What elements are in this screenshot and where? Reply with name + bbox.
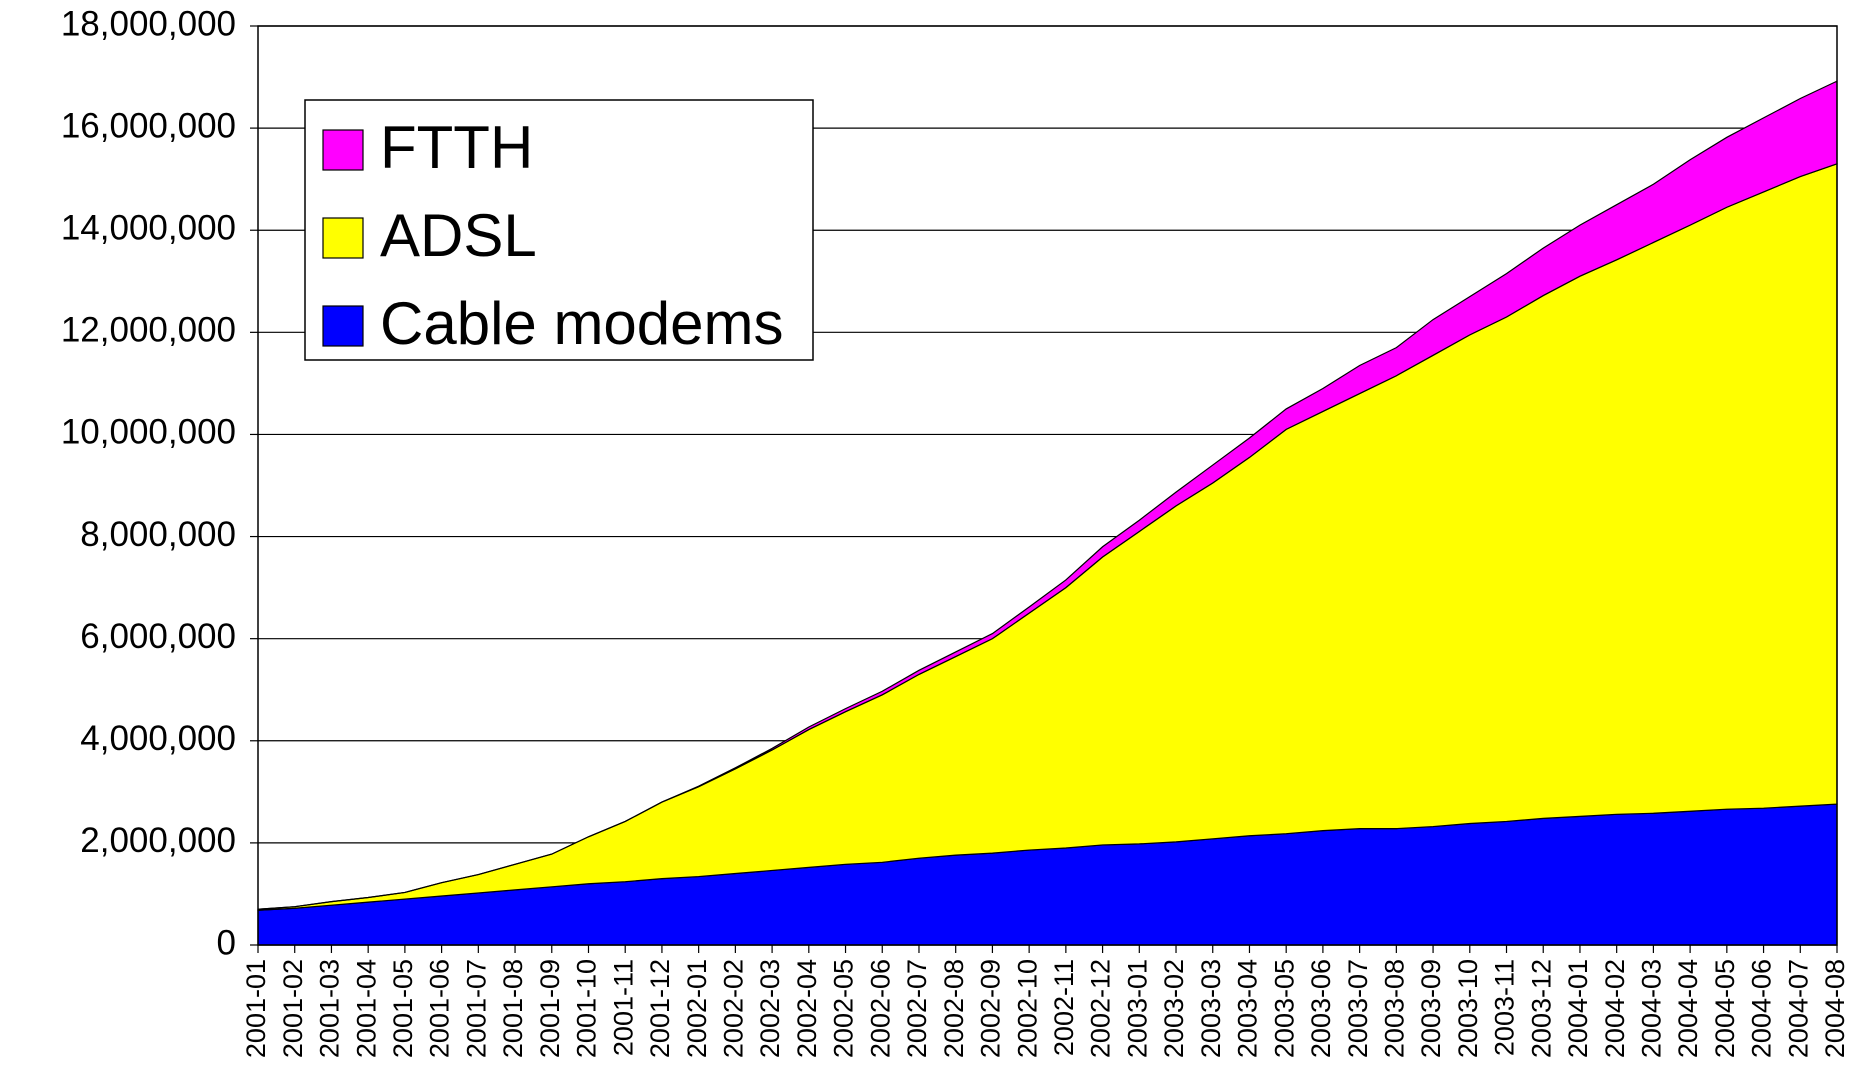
x-tick-label: 2003-03 xyxy=(1196,959,1226,1058)
x-tick-label: 2003-06 xyxy=(1306,959,1336,1058)
y-tick-label: 12,000,000 xyxy=(61,311,236,350)
y-tick-label: 16,000,000 xyxy=(61,106,236,145)
x-tick-label: 2003-08 xyxy=(1379,959,1409,1058)
x-tick-label: 2002-07 xyxy=(902,959,932,1058)
x-tick-label: 2001-10 xyxy=(572,959,602,1058)
x-tick-label: 2001-09 xyxy=(535,959,565,1058)
legend-swatch xyxy=(322,305,364,347)
y-tick-label: 14,000,000 xyxy=(61,208,236,247)
x-tick-label: 2002-08 xyxy=(939,959,969,1058)
x-tick-label: 2004-01 xyxy=(1563,959,1593,1058)
x-tick-label: 2001-02 xyxy=(278,959,308,1058)
x-tick-label: 2003-05 xyxy=(1269,959,1299,1058)
x-tick-label: 2004-02 xyxy=(1600,959,1630,1058)
legend-label: ADSL xyxy=(380,202,537,269)
x-tick-label: 2001-06 xyxy=(425,959,455,1058)
x-tick-label: 2002-06 xyxy=(865,959,895,1058)
x-tick-label: 2004-04 xyxy=(1673,959,1703,1058)
x-tick-label: 2004-07 xyxy=(1783,959,1813,1058)
legend-label: Cable modems xyxy=(380,290,784,357)
x-tick-label: 2004-06 xyxy=(1747,959,1777,1058)
x-tick-label: 2002-04 xyxy=(792,959,822,1058)
x-tick-label: 2002-02 xyxy=(718,959,748,1058)
x-tick-label: 2002-01 xyxy=(682,959,712,1058)
y-tick-label: 2,000,000 xyxy=(80,821,236,860)
x-tick-label: 2002-03 xyxy=(755,959,785,1058)
x-tick-label: 2002-05 xyxy=(829,959,859,1058)
x-tick-label: 2003-10 xyxy=(1453,959,1483,1058)
y-tick-label: 4,000,000 xyxy=(80,719,236,758)
x-tick-label: 2002-09 xyxy=(976,959,1006,1058)
legend-swatch xyxy=(322,217,364,259)
x-tick-label: 2001-07 xyxy=(461,959,491,1058)
x-tick-label: 2001-04 xyxy=(351,959,381,1058)
x-tick-label: 2004-05 xyxy=(1710,959,1740,1058)
x-tick-label: 2001-03 xyxy=(315,959,345,1058)
x-tick-label: 2001-01 xyxy=(241,959,271,1058)
x-tick-label: 2003-04 xyxy=(1233,959,1263,1058)
x-tick-label: 2001-05 xyxy=(388,959,418,1058)
x-tick-label: 2001-12 xyxy=(645,959,675,1058)
x-tick-label: 2003-02 xyxy=(1159,959,1189,1058)
x-tick-label: 2001-08 xyxy=(498,959,528,1058)
x-tick-label: 2002-11 xyxy=(1049,959,1079,1056)
x-tick-label: 2004-08 xyxy=(1820,959,1850,1058)
x-tick-label: 2004-03 xyxy=(1637,959,1667,1058)
y-tick-label: 10,000,000 xyxy=(61,413,236,452)
legend-label: FTTH xyxy=(380,114,533,181)
x-tick-label: 2002-12 xyxy=(1086,959,1116,1058)
legend: FTTH ADSL Cable modems xyxy=(304,99,814,361)
x-tick-label: 2001-11 xyxy=(608,959,638,1056)
y-tick-label: 6,000,000 xyxy=(80,617,236,656)
x-tick-label: 2003-12 xyxy=(1526,959,1556,1058)
y-tick-label: 8,000,000 xyxy=(80,515,236,554)
legend-swatch xyxy=(322,129,364,171)
x-tick-label: 2003-07 xyxy=(1343,959,1373,1058)
x-tick-label: 2003-11 xyxy=(1490,959,1520,1056)
x-tick-label: 2003-09 xyxy=(1416,959,1446,1058)
plot-frame xyxy=(257,25,1838,946)
y-tick-label: 18,000,000 xyxy=(61,4,236,43)
x-tick-label: 2002-10 xyxy=(1012,959,1042,1058)
x-tick-label: 2003-01 xyxy=(1122,959,1152,1058)
legend-box xyxy=(304,99,814,361)
y-tick-label: 0 xyxy=(217,923,236,962)
